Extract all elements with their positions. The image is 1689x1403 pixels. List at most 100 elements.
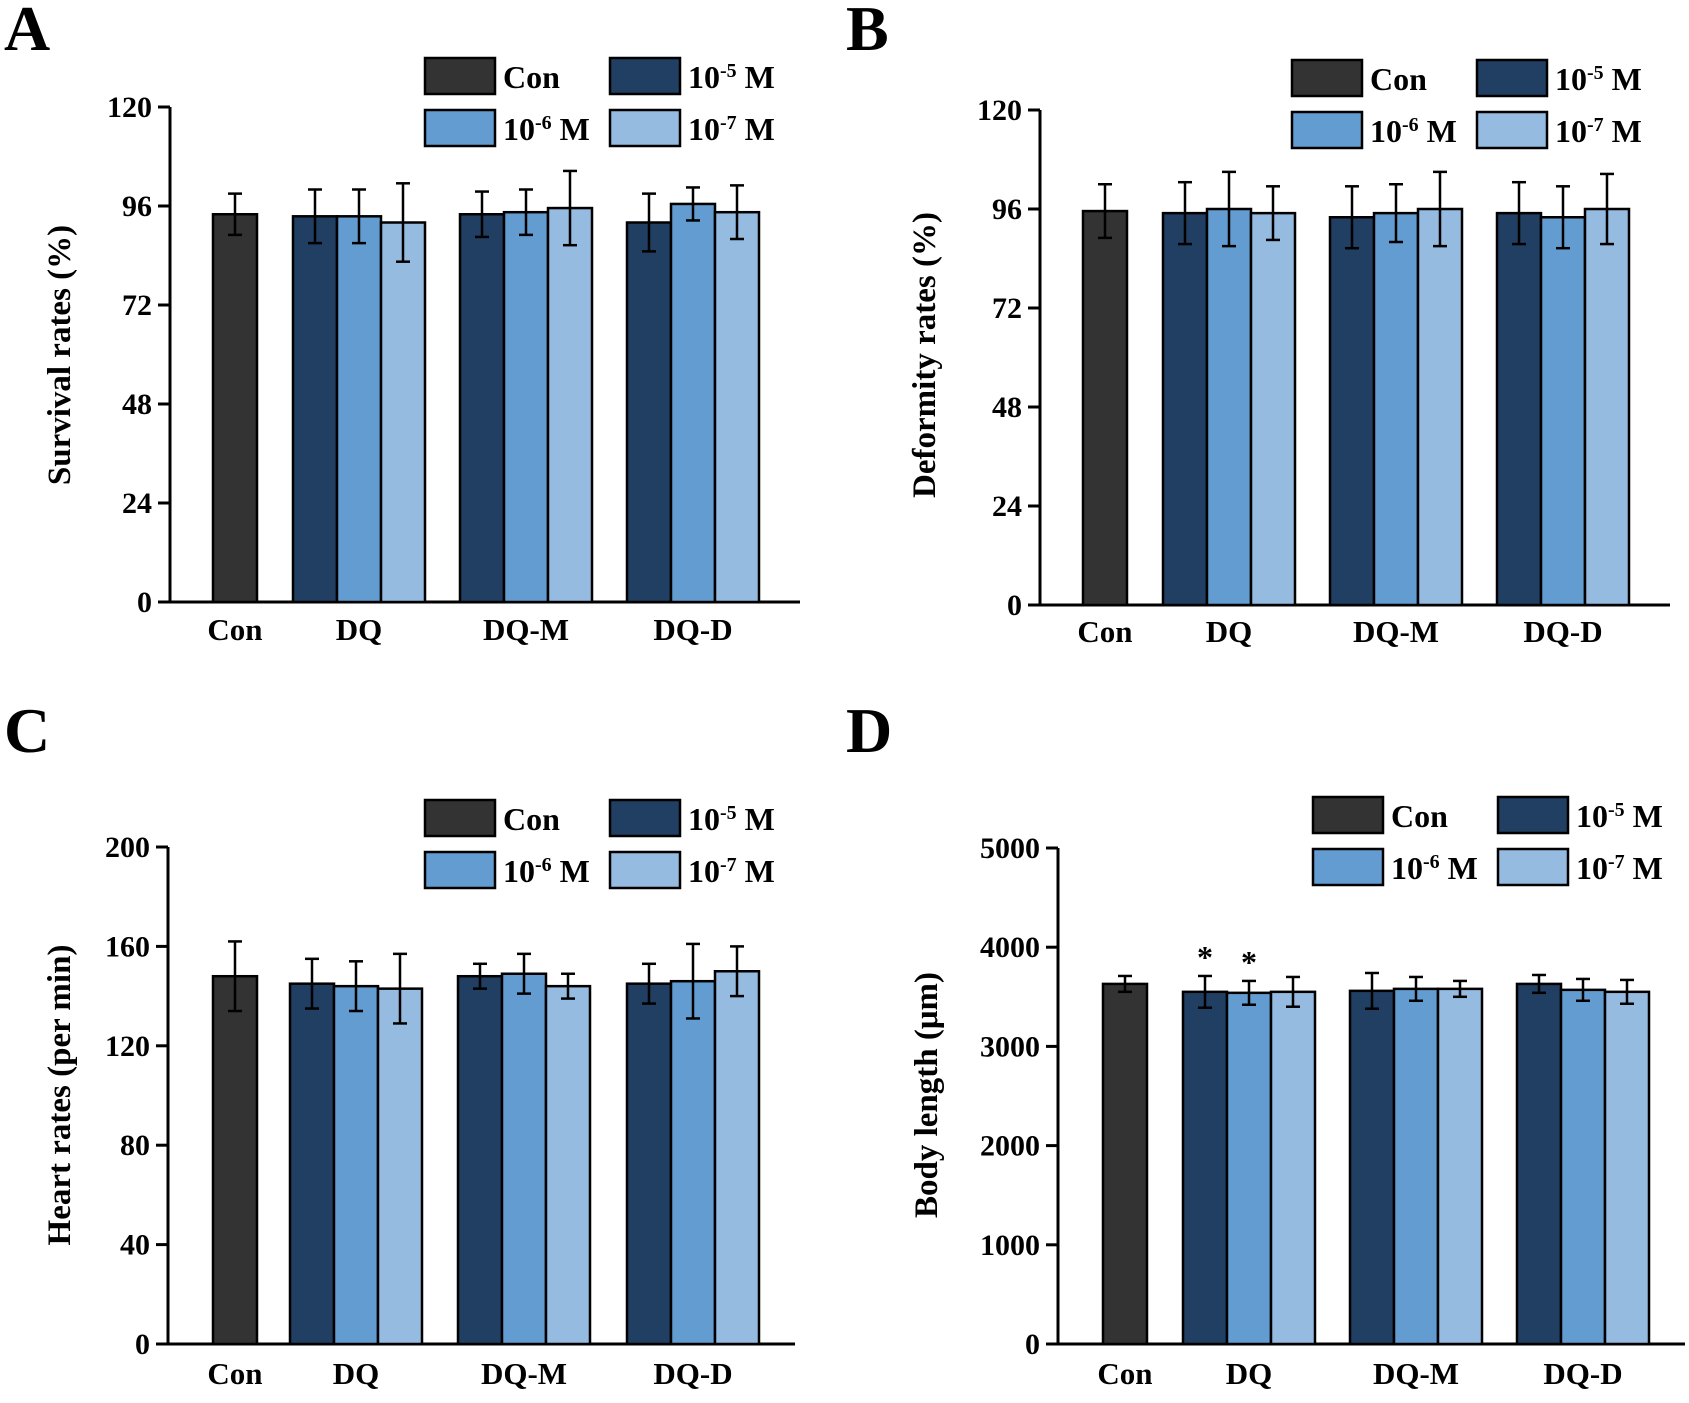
legend-swatch [423,798,497,838]
chart-panel-a: 0 24 48 72 96 120 Survival rates (%) Con DQ DQ-M D… [42,56,800,647]
legend-label: Con [503,801,560,837]
legend-swatch [423,56,497,96]
bar-dq-d-1 [1515,982,1563,1346]
bar-dq-d-3 [713,970,761,1346]
bar-con-0 [1101,982,1149,1346]
bar-dq-m-3 [544,984,592,1346]
legend-label: 10-5 M [1576,798,1663,834]
chart-panel-b: 0 24 48 72 96 120 Deformity rates (%) Con DQ DQ-M… [907,58,1670,649]
x-tick-label: DQ [336,612,383,647]
y-tick-label: 96 [992,193,1022,226]
bar-dq-m-1 [1348,989,1396,1346]
bar-dq-m-2 [502,210,550,604]
legend-label: 10-6 M [1370,113,1457,149]
legend-label: 10-6 M [503,853,590,889]
legend-swatch [1290,58,1364,98]
x-tick-label: Con [1077,614,1132,649]
legend-label: 10-7 M [1576,850,1663,886]
bar-dq-d-2 [669,979,717,1346]
bar-con-0 [211,213,259,604]
legend-swatch [1311,847,1385,887]
y-tick-label: 0 [137,586,152,619]
bar-dq-m-1 [1328,216,1376,607]
panel-letter-c: C [4,695,50,766]
y-tick-label: 72 [122,289,152,322]
legend-label: 10-7 M [688,853,775,889]
y-tick-label: 0 [1007,589,1022,622]
y-tick-label: 120 [105,1030,150,1063]
bar-dq-m-3 [1416,207,1464,607]
bar-dq-d-1 [625,221,673,604]
bar-con-0 [211,974,259,1346]
y-axis-title: Heart rates (per min) [42,945,78,1246]
bar-dq-d-1 [625,982,673,1346]
chart-panel-d: 0 1000 2000 3000 4000 5000 Body length (μm) Con… [909,795,1685,1391]
bar-dq-m-2 [500,972,548,1346]
legend-swatch [423,850,497,890]
bar-dq-d-1 [1495,211,1543,607]
legend-label: 10-7 M [1555,113,1642,149]
bar-dq-1 [291,215,339,604]
legend-label: 10-7 M [688,111,775,147]
legend-swatch [608,108,682,148]
legend-swatch [1290,110,1364,150]
y-tick-label: 24 [122,487,152,520]
legend: Con 10-5 M 10-6 M 10-7 M [423,56,775,148]
legend-swatch [423,108,497,148]
bar-dq-3 [1249,211,1297,607]
y-tick-label: 4000 [980,931,1040,964]
bar-dq-m-2 [1392,987,1440,1346]
y-tick-label: 48 [992,391,1022,424]
x-tick-label: DQ-D [653,1356,732,1391]
legend-swatch [1496,847,1570,887]
x-tick-label: DQ-M [1353,614,1439,649]
legend-swatch [1311,795,1385,835]
legend: Con 10-5 M 10-6 M 10-7 M [1311,795,1663,887]
panel-letter-a: A [4,0,50,64]
bar-dq-m-3 [546,206,594,604]
bar-dq-1 [288,982,336,1346]
bar-dq-1 [1181,990,1229,1346]
legend-label: Con [1391,798,1448,834]
y-tick-label: 72 [992,292,1022,325]
significance-marker: * [1197,939,1213,975]
legend-swatch [608,56,682,96]
y-tick-label: 0 [1025,1328,1040,1361]
y-tick-label: 24 [992,490,1022,523]
legend-swatch [608,798,682,838]
legend-swatch [608,850,682,890]
y-tick-label: 5000 [980,832,1040,865]
bar-dq-3 [1269,990,1317,1346]
y-tick-label: 3000 [980,1030,1040,1063]
y-tick-label: 48 [122,388,152,421]
x-tick-label: DQ-D [1543,1356,1622,1391]
y-tick-label: 200 [105,831,150,864]
y-tick-label: 2000 [980,1130,1040,1163]
legend: Con 10-5 M 10-6 M 10-7 M [423,798,775,890]
legend-swatch [1475,58,1549,98]
bar-con-0 [1081,209,1129,607]
bar-dq-m-1 [456,974,504,1346]
legend-label: 10-5 M [688,59,775,95]
panel-letter-d: D [846,695,892,766]
y-tick-label: 160 [105,930,150,963]
y-tick-label: 120 [107,91,152,124]
y-tick-label: 96 [122,190,152,223]
bar-dq-1 [1161,211,1209,607]
legend-swatch [1475,110,1549,150]
significance-marker: * [1241,944,1257,980]
x-tick-label: DQ-M [1373,1356,1459,1391]
x-tick-label: DQ [1226,1356,1273,1391]
panel-letter-b: B [846,0,889,64]
chart-panel-c: 0 40 80 120 160 200 Heart rates (per min) Con DQ… [42,798,795,1391]
x-tick-label: Con [1097,1356,1152,1391]
legend: Con 10-5 M 10-6 M 10-7 M [1290,58,1642,150]
legend-label: Con [1370,61,1427,97]
bar-dq-2 [1225,991,1273,1346]
bar-dq-m-2 [1372,211,1420,607]
bar-dq-2 [1205,207,1253,607]
x-tick-label: Con [207,612,262,647]
y-tick-label: 40 [120,1229,150,1262]
y-axis-title: Body length (μm) [909,972,945,1218]
